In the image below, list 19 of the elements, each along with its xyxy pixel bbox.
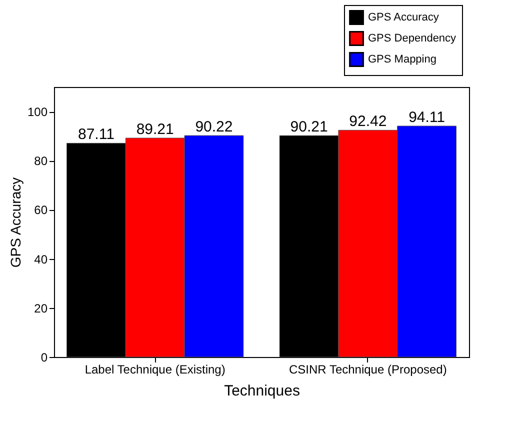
y-axis-title: GPS Accuracy: [7, 177, 24, 268]
x-axis-title: Techniques: [224, 382, 300, 400]
y-tick-label: 80: [34, 154, 48, 168]
x-tick-label: CSINR Technique (Proposed): [288, 362, 447, 376]
data-label: 87.11: [78, 126, 114, 144]
data-label: 89.21: [136, 121, 174, 138]
data-label: 90.22: [195, 118, 233, 136]
data-label: 92.42: [349, 113, 387, 130]
y-tick-label: 100: [27, 105, 48, 120]
y-tick-label: 20: [34, 301, 48, 316]
y-tick-label: 0: [40, 350, 48, 364]
legend-label: GPS Dependency: [368, 32, 457, 44]
data-label: 90.21: [290, 118, 328, 136]
x-tick-label: Label Technique (Existing): [84, 362, 226, 376]
legend-label: GPS Accuracy: [368, 12, 440, 24]
legend-label: GPS Mapping: [368, 54, 436, 66]
y-tick-label: 60: [34, 203, 48, 218]
y-tick-label: 40: [34, 252, 48, 266]
data-label: 94.11: [408, 109, 446, 126]
